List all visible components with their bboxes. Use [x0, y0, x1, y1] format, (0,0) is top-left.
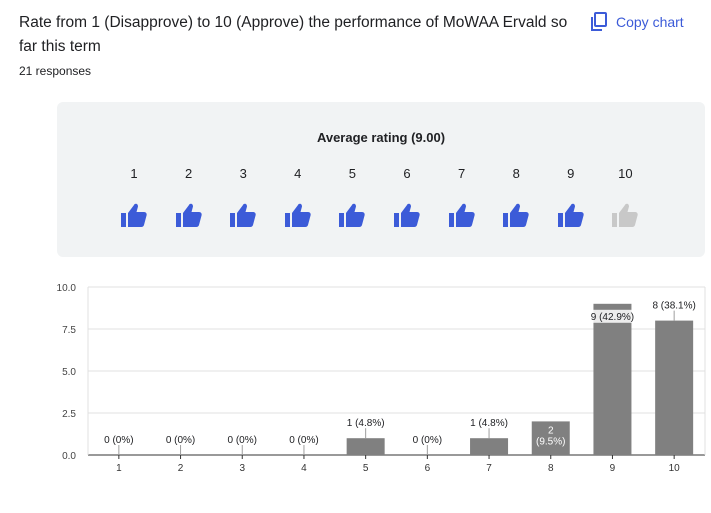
thumbs-up-icon [114, 202, 154, 228]
rating-number: 2 [184, 166, 193, 181]
data-label: 8 (38.1%) [652, 301, 695, 312]
x-tick-label: 5 [363, 463, 369, 474]
y-tick-label: 10.0 [57, 283, 77, 294]
copy-chart-label: Copy chart [616, 14, 684, 30]
data-label: (9.5%) [536, 436, 565, 447]
thumbs-up-icon [605, 202, 645, 228]
data-label: 0 (0%) [228, 435, 257, 446]
y-tick-label: 2.5 [62, 409, 76, 420]
x-tick-label: 10 [669, 463, 681, 474]
rating-number: 9 [567, 166, 575, 181]
thumbs-up-icon [496, 202, 536, 228]
rating-option-7: 7 [442, 166, 482, 228]
average-rating-label: Average rating (9.00) [316, 130, 446, 145]
rating-number: 1 [130, 166, 138, 181]
data-label: 2 [548, 425, 554, 436]
data-label-bg [590, 309, 635, 323]
data-label: 0 (0%) [289, 435, 318, 446]
rating-option-8: 8 [496, 166, 536, 228]
thumbs-up-icon [551, 202, 591, 228]
rating-option-1: 1 [114, 166, 154, 228]
copy-icon [590, 12, 608, 32]
bar-chart: 0.0 2.5 5.0 7.5 10.0 1 0 (0%) 2 0 (0%) 3 0 (0%) 4 0 … [57, 283, 706, 474]
rating-option-6: 6 [387, 166, 427, 228]
x-tick-label: 6 [425, 463, 431, 474]
x-tick-label: 8 [548, 463, 554, 474]
x-tick-label: 1 [116, 463, 122, 474]
thumbs-up-icon [332, 202, 372, 228]
question-title: Rate from 1 (Disapprove) to 10 (Approve)… [19, 14, 568, 55]
rating-option-5: 5 [332, 166, 372, 228]
data-label: 0 (0%) [166, 435, 195, 446]
x-tick-label: 2 [178, 463, 184, 474]
thumbs-up-icon [387, 202, 427, 228]
rating-option-9: 9 [551, 166, 591, 228]
bar [655, 320, 694, 455]
rating-option-4: 4 [278, 166, 318, 228]
x-tick-label: 9 [610, 463, 616, 474]
data-label: 0 (0%) [413, 435, 442, 446]
bar [593, 303, 632, 455]
copy-chart-button[interactable]: Copy chart [590, 10, 684, 34]
y-tick-label: 5.0 [62, 367, 76, 378]
y-tick-label: 0.0 [62, 451, 76, 462]
data-label: 0 (0%) [104, 435, 133, 446]
rating-number: 5 [348, 166, 356, 181]
rating-option-3: 3 [223, 166, 263, 228]
data-label: 9 (42.9%) [591, 312, 634, 323]
x-tick-label: 4 [301, 463, 307, 474]
rating-number: 10 [618, 166, 633, 181]
data-label: 1 (4.8%) [470, 418, 508, 429]
rating-number: 7 [457, 166, 466, 181]
bar [531, 421, 570, 455]
rating-number: 4 [294, 166, 302, 181]
thumbs-up-icon [169, 202, 209, 228]
rating-option-10: 10 [605, 166, 645, 228]
thumbs-up-icon [278, 202, 318, 228]
thumbs-up-icon [442, 202, 482, 228]
x-tick-label: 7 [486, 463, 492, 474]
data-label: 1 (4.8%) [347, 418, 385, 429]
y-tick-label: 7.5 [62, 325, 76, 336]
rating-number: 3 [239, 166, 247, 181]
rating-panel: Average rating (9.00) 1 2 3 4 5 6 7 8 9 10 [57, 102, 705, 257]
rating-number: 8 [512, 166, 520, 181]
response-count: 21 responses [19, 64, 92, 78]
rating-number: 6 [403, 166, 411, 181]
thumbs-up-icon [223, 202, 263, 228]
rating-option-2: 2 [169, 166, 209, 228]
bar [470, 438, 509, 455]
x-tick-label: 3 [239, 463, 245, 474]
bar [346, 438, 385, 455]
